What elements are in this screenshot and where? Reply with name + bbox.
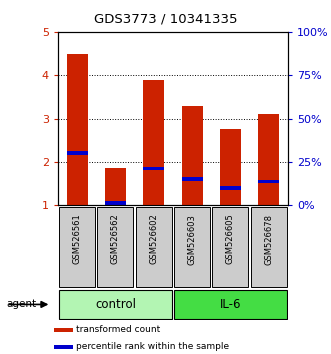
Bar — [143, 166, 164, 170]
Text: percentile rank within the sample: percentile rank within the sample — [76, 342, 229, 351]
Bar — [220, 186, 241, 190]
Text: GDS3773 / 10341335: GDS3773 / 10341335 — [94, 12, 237, 25]
Bar — [54, 328, 72, 332]
Bar — [67, 53, 88, 205]
Bar — [258, 114, 279, 205]
Text: IL-6: IL-6 — [220, 298, 241, 311]
Bar — [97, 207, 133, 287]
Bar — [182, 177, 203, 181]
Text: GSM526602: GSM526602 — [149, 214, 158, 264]
Bar — [105, 169, 126, 205]
Text: GSM526603: GSM526603 — [188, 214, 197, 264]
Bar — [59, 207, 95, 287]
Bar — [59, 290, 172, 319]
Text: GSM526678: GSM526678 — [264, 214, 273, 265]
Bar — [54, 344, 72, 349]
Bar — [136, 207, 172, 287]
Bar — [174, 290, 287, 319]
Bar — [105, 201, 126, 205]
Bar — [143, 80, 164, 205]
Text: GSM526561: GSM526561 — [72, 214, 82, 264]
Text: agent: agent — [7, 299, 37, 309]
Bar — [174, 207, 210, 287]
Bar — [220, 130, 241, 205]
Bar — [182, 105, 203, 205]
Bar — [213, 207, 249, 287]
Bar — [258, 179, 279, 183]
Text: control: control — [95, 298, 136, 311]
Text: GSM526562: GSM526562 — [111, 214, 120, 264]
Bar — [67, 151, 88, 155]
Text: GSM526605: GSM526605 — [226, 214, 235, 264]
Text: transformed count: transformed count — [76, 325, 160, 334]
Bar — [251, 207, 287, 287]
